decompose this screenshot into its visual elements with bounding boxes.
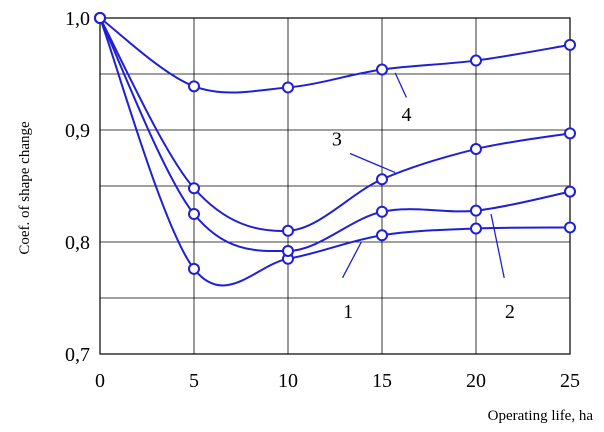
data-point (376, 229, 388, 242)
series-label-2: 2 (505, 301, 515, 323)
series-label-4: 4 (401, 104, 411, 126)
x-tick-label: 25 (560, 370, 580, 392)
y-tick-label: 0,9 (65, 120, 90, 142)
data-point (470, 204, 482, 217)
data-point (564, 38, 576, 51)
x-tick-label: 10 (278, 370, 298, 392)
y-tick-labels: 0,7 0,8 0,9 1,0 (65, 8, 90, 366)
data-point (282, 244, 294, 257)
data-point (376, 173, 388, 186)
series-leader-3 (349, 152, 396, 174)
series-label-1: 1 (343, 301, 353, 323)
grid-lines (100, 18, 570, 354)
series-line-1 (99, 17, 571, 287)
data-point (564, 127, 576, 140)
data-point (282, 224, 294, 237)
x-tick-labels: 0 5 10 15 20 25 (95, 370, 580, 392)
data-markers (94, 12, 576, 275)
series-labels: 1 2 3 4 (332, 104, 515, 323)
y-tick-label: 0,8 (65, 232, 90, 254)
data-point (188, 208, 200, 220)
series-label-leaders (341, 72, 505, 279)
data-point (564, 221, 576, 234)
data-point (470, 143, 482, 156)
series-line-3 (99, 17, 571, 232)
series-line-4 (99, 17, 571, 94)
series-curves (99, 17, 571, 287)
data-point (188, 80, 200, 93)
series-leader-2 (490, 213, 505, 278)
data-point (564, 185, 576, 198)
data-point (470, 222, 482, 235)
x-tick-label: 5 (189, 370, 199, 392)
series-label-3: 3 (332, 129, 342, 151)
data-point (282, 81, 294, 94)
x-axis-label: Operating life, ha (488, 408, 594, 424)
data-point (470, 54, 482, 67)
y-tick-label: 0,7 (65, 344, 90, 366)
series-leader-1 (341, 241, 362, 279)
x-tick-label: 20 (466, 370, 486, 392)
x-tick-label: 0 (95, 370, 105, 392)
x-tick-label: 15 (372, 370, 392, 392)
data-point (376, 205, 388, 218)
data-point (188, 262, 200, 275)
y-axis-label: Coef. of shape change (17, 121, 33, 255)
series-leader-4 (394, 72, 408, 98)
data-point (376, 63, 388, 76)
y-tick-label: 1,0 (65, 8, 90, 30)
data-point (188, 182, 200, 195)
data-point (94, 12, 106, 24)
